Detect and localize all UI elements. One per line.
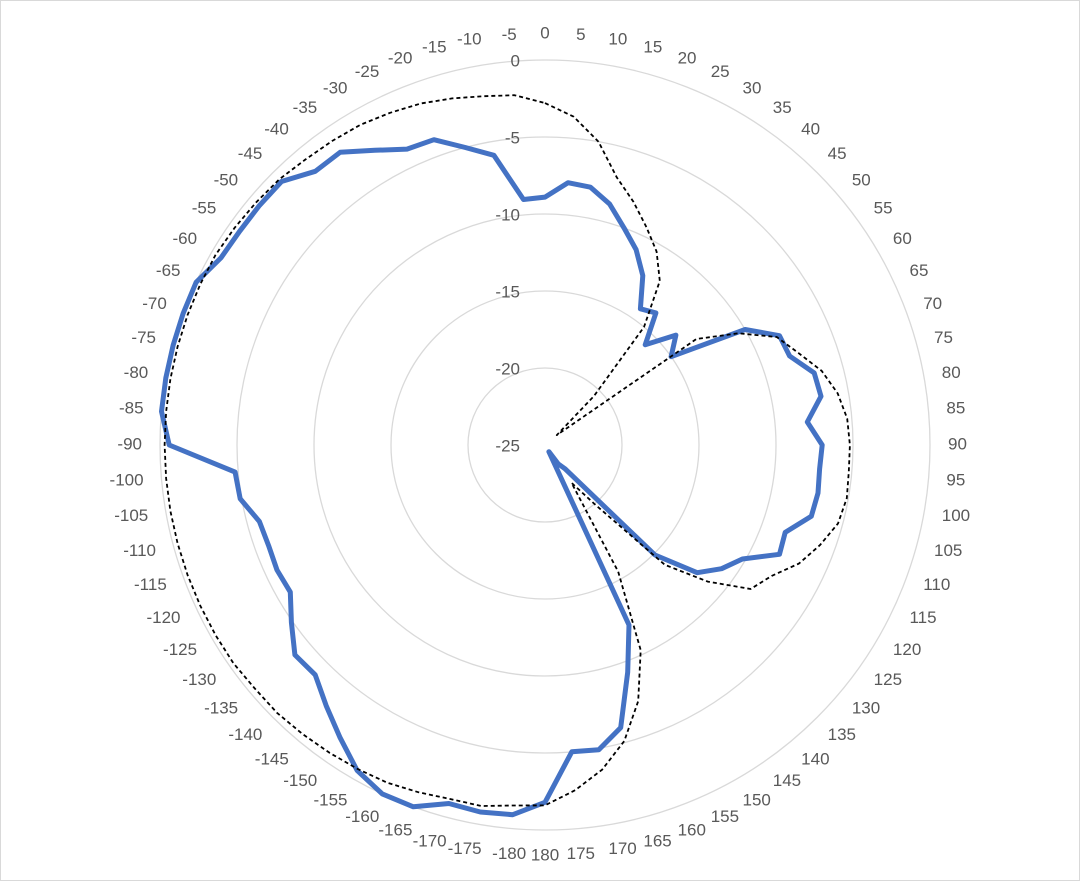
category-label: -180 [492, 844, 526, 863]
category-label: -30 [323, 79, 348, 98]
category-label: -165 [378, 821, 412, 840]
radial-tick-label: -25 [495, 436, 520, 455]
category-label: 90 [948, 434, 967, 453]
category-label: -20 [388, 48, 413, 67]
category-label: -155 [313, 790, 347, 809]
category-label: 50 [852, 170, 871, 189]
category-label: -60 [172, 229, 197, 248]
category-label: -35 [293, 98, 318, 117]
category-label: -115 [134, 575, 167, 594]
category-label: 145 [773, 771, 801, 790]
category-label: -70 [142, 294, 167, 313]
series-line [159, 137, 825, 818]
category-label: 60 [893, 229, 912, 248]
category-label: 35 [773, 98, 792, 117]
radial-tick-label: -15 [495, 282, 520, 301]
category-label: 0 [540, 23, 549, 42]
category-label: 105 [934, 541, 962, 560]
category-label: -10 [457, 30, 482, 49]
category-label: 15 [643, 37, 662, 56]
category-label: 115 [909, 608, 936, 627]
category-label: 85 [946, 399, 965, 418]
category-label: 65 [909, 261, 928, 280]
radial-tick-label: -5 [505, 128, 520, 147]
radial-tick-label: -10 [495, 205, 520, 224]
category-label: 20 [678, 48, 697, 67]
category-label: 10 [608, 30, 627, 49]
category-label: -105 [114, 506, 148, 525]
grid-ring [467, 367, 623, 523]
category-label: -55 [192, 199, 217, 218]
category-label: 130 [852, 699, 880, 718]
category-label: 140 [801, 749, 829, 768]
category-label: -175 [448, 839, 482, 858]
category-label: -100 [110, 470, 144, 489]
grid-ring [159, 59, 931, 831]
grid-ring [313, 213, 777, 677]
category-label: 180 [531, 845, 559, 864]
category-label: 75 [934, 328, 953, 347]
category-label: 175 [567, 844, 595, 863]
grid-ring [236, 136, 854, 754]
category-label: 165 [643, 831, 671, 850]
category-label: -170 [413, 831, 447, 850]
category-label: -50 [214, 170, 239, 189]
category-label: -5 [502, 25, 517, 44]
category-label: 170 [608, 839, 636, 858]
category-label: 150 [743, 790, 771, 809]
category-label: 70 [923, 294, 942, 313]
category-label: -120 [146, 608, 180, 627]
category-label: 95 [946, 470, 965, 489]
category-label: -90 [117, 434, 142, 453]
category-label: -75 [131, 328, 156, 347]
category-label: -130 [182, 670, 216, 689]
category-label: 110 [923, 575, 950, 594]
category-label: -80 [124, 363, 149, 382]
category-label: 125 [874, 670, 902, 689]
category-label: 100 [942, 506, 970, 525]
category-label: -15 [422, 37, 447, 56]
category-label: -150 [283, 771, 317, 790]
category-label: 135 [828, 725, 856, 744]
category-label: -65 [156, 261, 181, 280]
category-label: 80 [942, 363, 961, 382]
radial-tick-label: -20 [495, 359, 520, 378]
category-label: -145 [255, 749, 289, 768]
category-label: -140 [228, 725, 262, 744]
category-label: -25 [355, 62, 380, 81]
category-label: -40 [264, 120, 289, 139]
category-label: -45 [238, 144, 263, 163]
series-line [163, 94, 851, 807]
category-label: -135 [204, 699, 238, 718]
category-label: 40 [801, 120, 820, 139]
grid-ring [390, 290, 700, 600]
category-label: 5 [576, 25, 585, 44]
category-label: -110 [123, 541, 156, 560]
category-label: -125 [163, 640, 197, 659]
category-label: 155 [711, 807, 739, 826]
category-label: -85 [119, 399, 144, 418]
category-label: 45 [828, 144, 847, 163]
category-label: 160 [678, 821, 706, 840]
category-label: 30 [743, 79, 762, 98]
category-label: 120 [893, 640, 921, 659]
category-label: 55 [874, 199, 893, 218]
category-label: -160 [345, 807, 379, 826]
radial-tick-label: 0 [511, 51, 520, 70]
category-label: 25 [711, 62, 730, 81]
